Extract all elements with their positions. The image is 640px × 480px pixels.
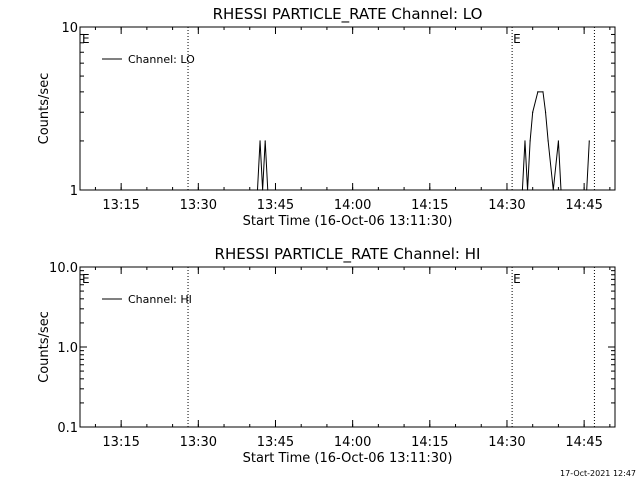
chart1-x-tick-label: 13:45 xyxy=(257,198,294,213)
chart1-x-tick-label: 14:45 xyxy=(565,198,602,213)
chart1-event-marker-label: E xyxy=(513,32,521,46)
chart1-x-tick-label: 14:00 xyxy=(334,198,371,213)
chart1-series-0-point xyxy=(532,111,534,113)
chart1-x-tick-label: 13:15 xyxy=(102,198,139,213)
chart1-series-0-point xyxy=(547,140,549,142)
chart1-series-0-point xyxy=(529,140,531,142)
chart1-series-0-point xyxy=(264,140,266,142)
chart1-left-edge-marker-label: E xyxy=(82,32,90,46)
chart2-x-tick-label: 14:00 xyxy=(334,435,371,450)
chart1-series-0-point xyxy=(586,189,588,191)
chart1-series-0-point xyxy=(259,140,261,142)
chart1-x-tick-label: 14:30 xyxy=(488,198,525,213)
chart1-y-tick-label: 10 xyxy=(61,21,78,36)
chart1-series-0-point xyxy=(588,140,590,142)
chart1-legend-entry: Channel: LO xyxy=(128,53,195,66)
chart1-series-0-point xyxy=(557,140,560,142)
chart2-x-tick-label: 14:30 xyxy=(488,435,525,450)
footer-timestamp: 17-Oct-2021 12:47 xyxy=(560,469,636,478)
chart2-legend-entry: Channel: HI xyxy=(128,293,192,306)
chart1-series-0-point xyxy=(552,189,554,191)
chart1-series-0-point xyxy=(521,189,524,191)
chart1-series-0-point xyxy=(526,189,529,191)
chart2-x-tick-label: 13:45 xyxy=(257,435,294,450)
chart1-series-0-point xyxy=(542,91,544,93)
chart1-x-axis-label: Start Time (16-Oct-06 13:11:30) xyxy=(243,214,453,229)
chart1-x-tick-label: 14:15 xyxy=(411,198,448,213)
chart2-x-tick-label: 13:30 xyxy=(180,435,217,450)
chart2-event-marker-label: E xyxy=(513,272,521,286)
chart1-series-0-point xyxy=(560,189,562,191)
chart2-x-tick-label: 13:15 xyxy=(102,435,139,450)
chart2-x-tick-label: 14:15 xyxy=(411,435,448,450)
chart1-title: RHESSI PARTICLE_RATE Channel: LO xyxy=(213,5,483,24)
chart2-title: RHESSI PARTICLE_RATE Channel: HI xyxy=(215,245,481,264)
chart1-series-0-point xyxy=(544,111,547,113)
chart1-y-axis-label: Counts/sec xyxy=(37,73,52,145)
chart1-series-0-point xyxy=(267,189,269,191)
chart2-y-tick-label: 0.1 xyxy=(57,421,78,436)
chart2-y-axis-label: Counts/sec xyxy=(37,311,52,383)
chart2-left-edge-marker-label: E xyxy=(82,272,90,286)
chart1-series-0-point xyxy=(537,91,539,93)
chart2-x-tick-label: 14:45 xyxy=(565,435,602,450)
chart1-series-0-point xyxy=(524,140,526,142)
chart1-x-tick-label: 13:30 xyxy=(180,198,217,213)
chart1-series-0-point xyxy=(262,189,264,191)
chart2-x-axis-label: Start Time (16-Oct-06 13:11:30) xyxy=(243,451,453,466)
chart2-y-tick-label: 10.0 xyxy=(49,261,78,276)
chart1-y-tick-label: 1 xyxy=(70,184,78,199)
chart2-y-tick-label: 1.0 xyxy=(57,341,78,356)
chart1-series-0-point xyxy=(256,189,259,191)
